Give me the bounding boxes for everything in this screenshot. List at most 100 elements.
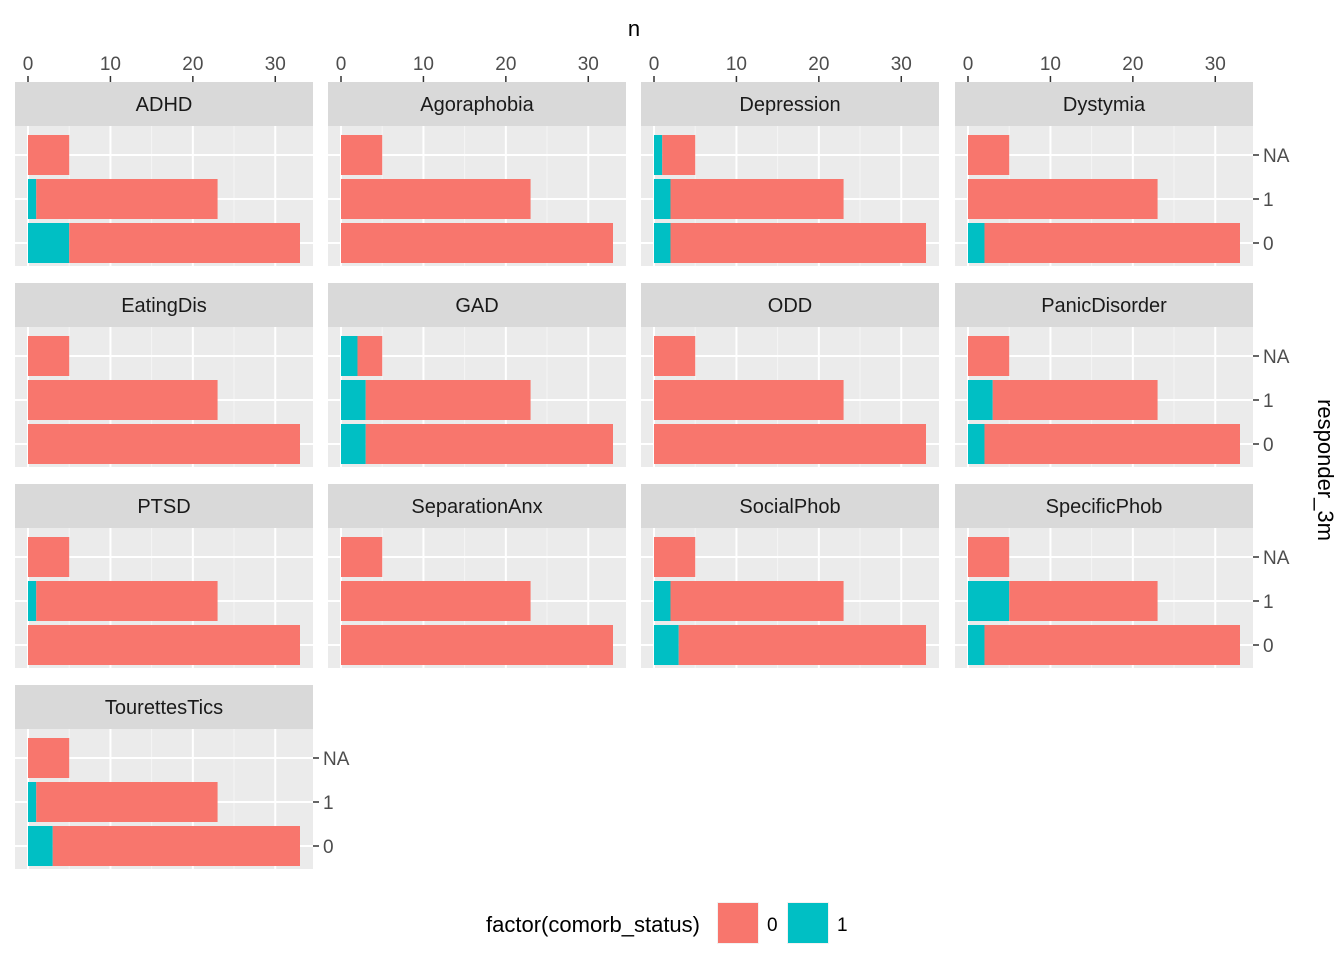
panel-panicdisorder: PanicDisorder NA 1 0 <box>955 283 1290 467</box>
y-tick-label: NA <box>323 749 350 770</box>
panel-strip-label: ODD <box>768 295 812 317</box>
panel-separationanx: SeparationAnx <box>328 484 626 668</box>
bar-series-1-1 <box>968 581 1010 621</box>
x-tick-label: 20 <box>182 54 203 75</box>
bar-series-1-0 <box>341 424 366 464</box>
panel-strip <box>641 82 939 126</box>
panel-depression: Depression 0 10 20 30 <box>641 54 939 266</box>
y-tick-label: 0 <box>1263 234 1274 255</box>
bar-series-0-1 <box>670 179 844 219</box>
bar-series-0-na <box>968 135 1010 175</box>
bar-series-0-na <box>28 336 70 376</box>
panel-adhd: ADHD 0 10 20 30 <box>15 54 313 266</box>
panel-strip-label: EatingDis <box>121 295 207 317</box>
panel-strip-label: ADHD <box>136 94 193 116</box>
bar-series-0-0 <box>69 223 300 263</box>
x-tick-label: 0 <box>963 54 974 75</box>
legend-swatch-1 <box>788 903 828 943</box>
bar-series-1-1 <box>654 179 671 219</box>
x-tick-label: 30 <box>891 54 912 75</box>
bar-series-0-0 <box>678 625 926 665</box>
panel-strip <box>15 283 313 327</box>
x-axis-title: n <box>628 16 640 41</box>
panel-eatingdis: EatingDis <box>15 283 313 467</box>
bar-series-1-1 <box>28 179 37 219</box>
bar-series-0-1 <box>36 782 218 822</box>
bar-series-1-0 <box>654 625 679 665</box>
bar-series-0-1 <box>1009 581 1158 621</box>
bar-series-1-1 <box>654 581 671 621</box>
bar-series-0-na <box>28 537 70 577</box>
bar-series-0-na <box>662 135 696 175</box>
bar-series-0-1 <box>670 581 844 621</box>
panel-tourettestics: TourettesTics NA 1 0 <box>15 685 350 869</box>
panel-strip <box>955 283 1253 327</box>
bar-series-0-na <box>357 336 383 376</box>
legend-label-1: 1 <box>837 915 848 936</box>
bar-series-0-1 <box>36 581 218 621</box>
x-tick-label: 20 <box>1122 54 1143 75</box>
panel-strip-label: GAD <box>455 295 498 317</box>
bar-series-0-1 <box>654 380 844 420</box>
bar-series-0-1 <box>365 380 531 420</box>
bar-series-1-0 <box>968 223 985 263</box>
bar-series-0-0 <box>28 424 300 464</box>
panel-strip <box>641 484 939 528</box>
bar-series-0-0 <box>341 625 613 665</box>
panel-strip-label: Dystymia <box>1063 94 1146 116</box>
x-tick-label: 0 <box>23 54 34 75</box>
panel-strip <box>641 283 939 327</box>
bar-series-0-0 <box>984 223 1240 263</box>
bar-series-1-0 <box>654 223 671 263</box>
y-tick-label: 1 <box>1263 592 1274 613</box>
x-tick-label: 20 <box>495 54 516 75</box>
bar-series-0-0 <box>341 223 613 263</box>
bar-series-0-1 <box>992 380 1158 420</box>
panel-specificphob: SpecificPhob NA 1 0 <box>955 484 1290 668</box>
bar-series-0-0 <box>28 625 300 665</box>
x-tick-label: 10 <box>1040 54 1061 75</box>
panel-strip <box>328 484 626 528</box>
bar-series-1-na <box>341 336 358 376</box>
bar-series-1-0 <box>968 424 985 464</box>
panel-strip-label: PTSD <box>137 496 190 518</box>
panel-strip <box>15 484 313 528</box>
y-tick-label: NA <box>1263 146 1290 167</box>
bar-series-1-1 <box>28 581 37 621</box>
panel-ptsd: PTSD <box>15 484 313 668</box>
bar-series-0-0 <box>984 424 1240 464</box>
bar-series-1-1 <box>28 782 37 822</box>
panel-strip-label: SeparationAnx <box>411 496 542 518</box>
bar-series-0-1 <box>968 179 1158 219</box>
bar-series-0-na <box>968 537 1010 577</box>
panel-strip-label: PanicDisorder <box>1041 295 1167 317</box>
x-tick-label: 30 <box>1205 54 1226 75</box>
panel-strip <box>955 82 1253 126</box>
bar-series-0-na <box>341 135 383 175</box>
bar-series-0-0 <box>654 424 926 464</box>
panel-strip-label: SpecificPhob <box>1046 496 1163 518</box>
panel-strip <box>328 82 626 126</box>
x-tick-label: 20 <box>808 54 829 75</box>
y-tick-label: 1 <box>1263 391 1274 412</box>
bar-series-0-1 <box>341 179 531 219</box>
bar-series-0-0 <box>365 424 613 464</box>
bar-series-1-0 <box>28 223 70 263</box>
bar-series-0-0 <box>52 826 301 866</box>
panel-socialphob: SocialPhob <box>641 484 939 668</box>
bar-series-1-0 <box>968 625 985 665</box>
y-tick-label: 0 <box>1263 435 1274 456</box>
panel-strip <box>328 283 626 327</box>
bar-series-1-1 <box>341 380 366 420</box>
bar-series-1-1 <box>968 380 993 420</box>
panel-strip <box>15 685 313 729</box>
y-tick-label: NA <box>1263 548 1290 569</box>
panel-strip <box>15 82 313 126</box>
bar-series-0-1 <box>341 581 531 621</box>
x-tick-label: 10 <box>726 54 747 75</box>
